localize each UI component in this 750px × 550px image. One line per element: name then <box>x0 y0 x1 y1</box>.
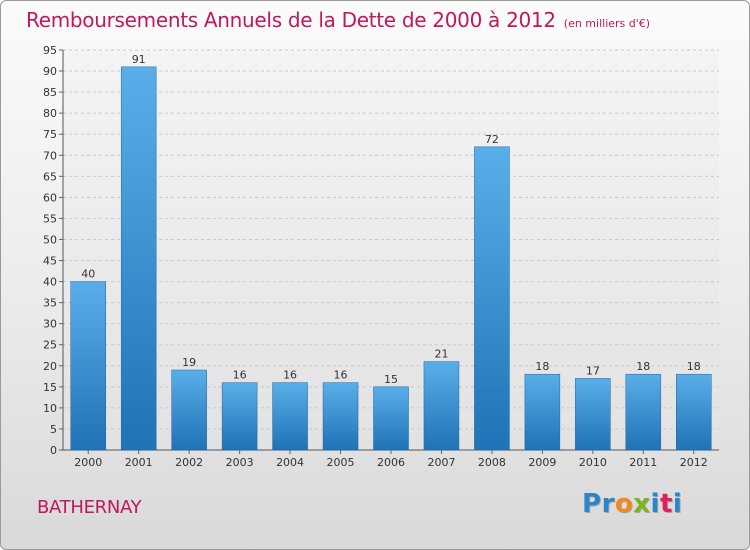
y-tick-label: 55 <box>43 212 57 225</box>
bar-value-label: 40 <box>81 268 95 281</box>
bar <box>676 373 712 451</box>
x-tick-label: 2002 <box>175 456 203 469</box>
y-tick-label: 35 <box>43 297 57 310</box>
bar-value-label: 16 <box>233 369 247 382</box>
y-tick-label: 20 <box>43 360 57 373</box>
bar <box>625 373 662 451</box>
bar-value-label: 18 <box>687 360 701 373</box>
y-tick-label: 50 <box>43 233 57 246</box>
logo-letter-r: r <box>601 489 615 519</box>
bar <box>221 382 258 451</box>
bar-value-label: 17 <box>586 364 600 377</box>
x-tick-label: 2005 <box>327 456 355 469</box>
bar <box>575 378 611 451</box>
y-tick-label: 30 <box>43 318 57 331</box>
y-tick-label: 80 <box>43 107 57 120</box>
y-tick-label: 75 <box>43 128 57 141</box>
bar-value-label: 16 <box>283 369 297 382</box>
y-tick-label: 95 <box>43 44 57 57</box>
bar-value-label: 18 <box>535 360 549 373</box>
bar <box>524 373 561 451</box>
logo-letter-i: i <box>650 489 660 519</box>
y-tick-label: 65 <box>43 170 57 183</box>
bar <box>171 369 207 451</box>
y-tick-label: 70 <box>43 149 57 162</box>
bar-value-label: 91 <box>132 53 146 66</box>
chart-unit: (en milliers d'€) <box>563 17 651 30</box>
x-tick-label: 2011 <box>629 456 657 469</box>
y-tick-label: 45 <box>43 255 57 268</box>
logo-letter-t: t <box>659 489 673 519</box>
bar-value-label: 15 <box>384 373 398 386</box>
bar-value-label: 72 <box>485 133 499 146</box>
logo-letter-x: x <box>633 489 651 519</box>
x-tick-label: 2006 <box>377 456 405 469</box>
commune-name: BATHERNAY <box>37 497 142 518</box>
x-tick-label: 2004 <box>276 456 304 469</box>
y-tick-label: 90 <box>43 65 57 78</box>
bar-value-label: 16 <box>334 369 348 382</box>
y-tick-label: 40 <box>43 276 57 289</box>
plot-area: 0 5 10 15 20 25 30 35 40 45 50 55 60 65 70 75 80 85 90 95 40… <box>43 44 719 469</box>
bar <box>423 361 460 451</box>
logo-letter-o: o <box>614 489 634 519</box>
y-tick-label: 85 <box>43 86 57 99</box>
x-tick-label: 2007 <box>427 456 455 469</box>
x-tick-label: 2001 <box>125 456 153 469</box>
proxiti-logo: Proxiti <box>582 489 682 519</box>
chart-title: Remboursements Annuels de la Dette de 20… <box>26 8 650 32</box>
bar-value-label: 18 <box>636 360 650 373</box>
x-tick-label: 2003 <box>226 456 254 469</box>
y-tick-label: 60 <box>43 191 57 204</box>
bar-value-label: 21 <box>434 348 448 361</box>
y-tick-label: 0 <box>50 444 57 457</box>
bar <box>322 382 359 451</box>
x-tick-label: 2012 <box>680 456 708 469</box>
x-tick-label: 2008 <box>478 456 506 469</box>
bar <box>272 382 308 451</box>
x-tick-label: 2009 <box>528 456 556 469</box>
chart-title-text: Remboursements Annuels de la Dette de 20… <box>26 8 556 32</box>
logo-letter-i2: i <box>672 489 683 519</box>
y-tick-label: 10 <box>43 402 57 415</box>
y-tick-label: 25 <box>43 339 57 352</box>
bar <box>474 146 510 451</box>
y-tick-label: 15 <box>43 381 57 394</box>
x-tick-label: 2010 <box>579 456 607 469</box>
y-tick-label: 5 <box>50 423 57 436</box>
x-tick-label: 2000 <box>74 456 102 469</box>
bar-value-label: 19 <box>182 356 196 369</box>
bar <box>70 281 106 451</box>
logo-letter-p: P <box>582 489 602 519</box>
bar <box>373 386 409 451</box>
bar <box>120 66 157 451</box>
